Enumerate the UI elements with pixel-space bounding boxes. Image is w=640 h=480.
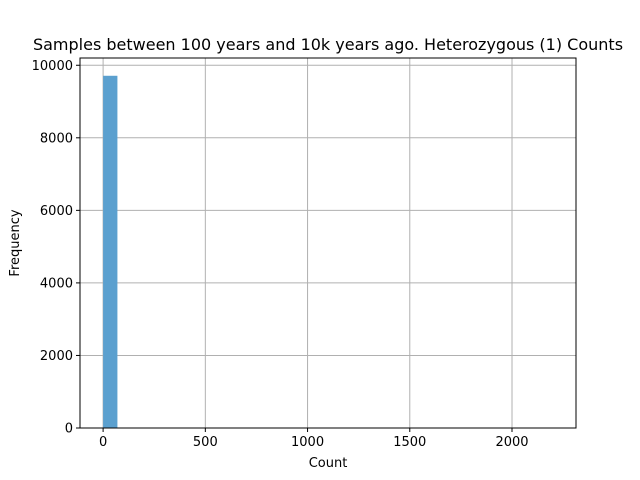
y-tick-label: 4000 (40, 276, 73, 291)
x-tick-label: 2000 (495, 435, 528, 450)
x-tick-label: 0 (99, 435, 107, 450)
y-tick-label: 6000 (40, 204, 73, 219)
y-tick-label: 0 (65, 422, 73, 437)
histogram-bar (103, 75, 118, 429)
x-tick-label: 1500 (393, 435, 426, 450)
y-tick-label: 10000 (32, 59, 73, 74)
chart-title: Samples between 100 years and 10k years … (33, 35, 623, 54)
axis-ticks: 0 500 1000 1500 2000 0 2000 4000 6000 8000 10000 (32, 59, 529, 450)
x-tick-label: 1000 (291, 435, 324, 450)
grid-lines (80, 58, 576, 429)
x-axis-label: Count (309, 456, 348, 471)
x-tick-label: 500 (193, 435, 218, 450)
plot-frame (79, 57, 577, 429)
y-axis-label: Frequency (8, 209, 23, 276)
y-tick-label: 2000 (40, 349, 73, 364)
y-tick-label: 8000 (40, 131, 73, 146)
histogram-bars (103, 75, 118, 429)
